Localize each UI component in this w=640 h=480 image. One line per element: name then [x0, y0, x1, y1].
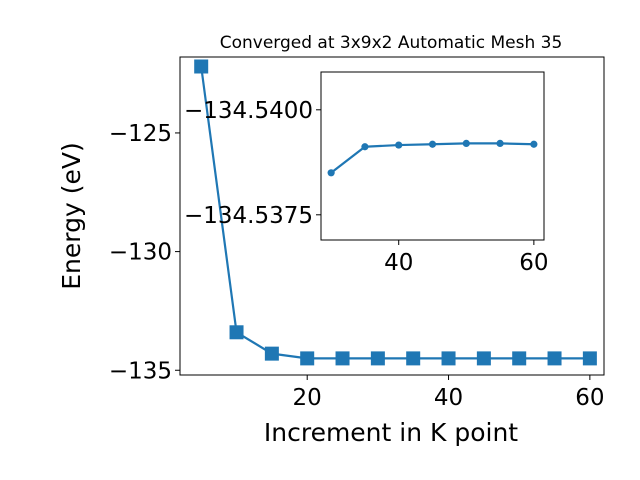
inset-y-tick-label: −134.5400 [184, 98, 313, 124]
main-data-point [300, 351, 315, 366]
main-y-tick-label: −135 [109, 358, 172, 384]
main-y-tick-label: −130 [109, 240, 172, 266]
y-axis-title: Energy (eV) [57, 142, 86, 289]
main-x-tick-label: 60 [575, 385, 604, 411]
inset-data-point [361, 143, 369, 151]
main-data-point [194, 59, 209, 74]
inset-y-tick-label: −134.5375 [184, 203, 313, 229]
inset-data-point [395, 141, 403, 149]
x-axis-title: Increment in K point [264, 418, 518, 447]
chart-title: Converged at 3x9x2 Automatic Mesh 35 [220, 33, 563, 53]
main-data-point [582, 351, 597, 366]
main-data-point [229, 325, 244, 340]
inset-data-point [327, 169, 335, 177]
main-x-tick-label: 40 [434, 385, 463, 411]
main-data-point [370, 351, 385, 366]
inset-data-point [462, 139, 470, 147]
inset-data-point [428, 140, 437, 148]
main-x-tick-label: 20 [293, 385, 322, 411]
main-y-tick-label: −125 [109, 121, 172, 147]
main-axes-frame [179, 56, 605, 376]
inset-x-tick-label: 60 [519, 250, 548, 276]
main-data-point [441, 351, 456, 366]
main-data-point [264, 346, 279, 361]
main-data-point [547, 351, 562, 366]
inset-x-tick-label: 40 [384, 250, 413, 276]
main-data-point [406, 351, 421, 366]
inset-axes-frame [320, 71, 545, 241]
main-data-point [476, 351, 491, 366]
inset-data-point [496, 139, 504, 147]
inset-data-point [530, 140, 538, 148]
main-data-point [335, 351, 350, 366]
main-data-point [512, 351, 527, 366]
